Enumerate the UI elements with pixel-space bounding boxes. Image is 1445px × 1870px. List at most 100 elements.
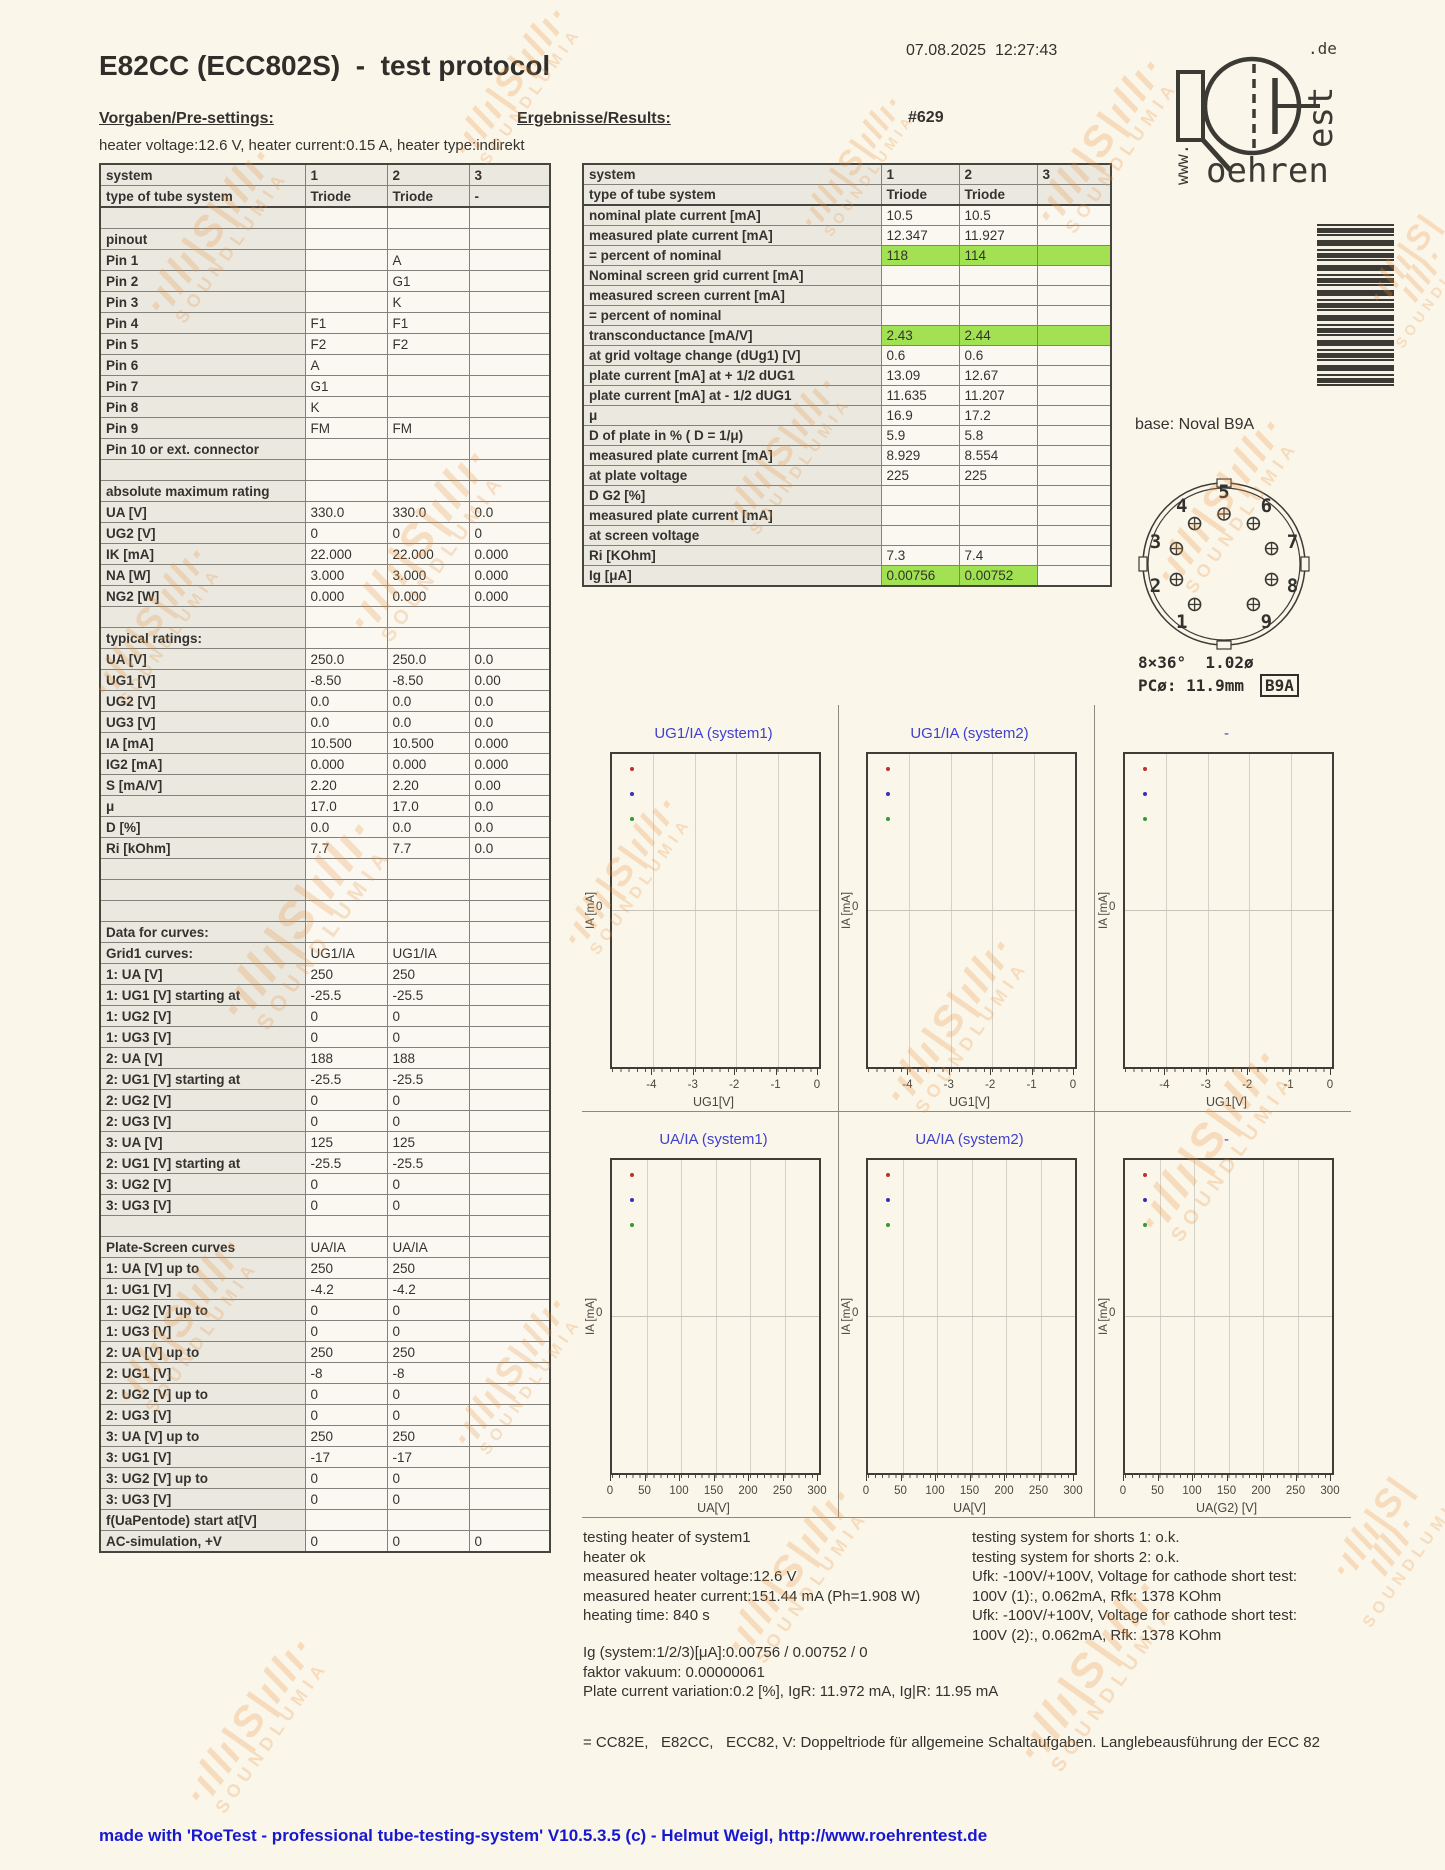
major-tick <box>651 1069 653 1075</box>
table-row: 1: UA [V] 250 250 <box>99 963 551 985</box>
cell-system-2: 0 <box>386 522 470 544</box>
x-tick-label: 0 <box>1326 1079 1334 1091</box>
cell-system-3 <box>468 900 551 922</box>
table-row: D of plate in % ( D = 1/μ) 5.9 5.8 <box>582 425 1112 446</box>
cell-system-1: 17.0 <box>304 795 388 817</box>
cell-system-2: 0 <box>386 1530 470 1553</box>
cell-system-3 <box>468 1404 551 1426</box>
x-tick-label: -3 <box>1200 1079 1211 1091</box>
row-label: μ <box>99 795 306 817</box>
cell-system-1: 0 <box>304 1404 388 1426</box>
major-tick <box>817 1069 818 1075</box>
cell-system-3 <box>468 942 551 964</box>
major-tick <box>948 1069 950 1075</box>
cell-system-2: 0 <box>386 1467 470 1489</box>
row-label: 2: UG1 [V] <box>99 1362 306 1384</box>
cell-system-1 <box>304 1509 388 1531</box>
cell-system-3 <box>1036 225 1112 246</box>
shorts-test-results-block: testing system for shorts 1: o.k. testing… <box>972 1528 1297 1645</box>
major-tick <box>969 1475 971 1481</box>
footer-line: heating time: 840 s <box>583 1607 710 1624</box>
table-row: = percent of nominal 118 114 <box>582 245 1112 266</box>
y-tick-label: 0 <box>1109 1307 1116 1319</box>
cell-system-1: 0 <box>304 1383 388 1405</box>
cell-system-2: -17 <box>386 1446 470 1468</box>
x-axis-label: UA[V] <box>697 1501 730 1515</box>
major-tick <box>1247 1069 1249 1075</box>
cell-system-1 <box>304 900 388 922</box>
plot-area <box>1123 1158 1334 1475</box>
x-tick-label: -3 <box>687 1079 698 1091</box>
pin-number: 8 <box>1287 575 1298 597</box>
row-label <box>99 858 306 880</box>
major-tick <box>900 1475 902 1481</box>
cell-system-2: 0 <box>386 1173 470 1195</box>
table-row: 3: UG2 [V] 0 0 <box>99 1173 551 1195</box>
cell-system-1: UG1/IA <box>304 942 388 964</box>
table-row: pinout <box>99 228 551 250</box>
cell-system-2: 0 <box>386 1383 470 1405</box>
cell-system-1: 0 <box>304 1110 388 1132</box>
cell-system-1: 188 <box>304 1047 388 1069</box>
cell-system-2: FM <box>386 417 470 439</box>
table-row: 1: UG2 [V] 0 0 <box>99 1005 551 1027</box>
curve-marker-dot <box>886 817 890 821</box>
table-row: Grid1 curves: UG1/IA UG1/IA <box>99 942 551 964</box>
cell-system-3 <box>468 627 551 649</box>
table-row: 1: UG3 [V] 0 0 <box>99 1026 551 1048</box>
major-tick <box>1205 1069 1207 1075</box>
cell-system-3 <box>468 228 551 250</box>
cell-system-2 <box>958 485 1038 506</box>
chart-title: UA/IA (system2) <box>915 1131 1024 1148</box>
cell-system-1 <box>880 505 960 526</box>
cell-system-1: 10.5 <box>880 204 960 226</box>
cell-system-1: 0 <box>304 1026 388 1048</box>
zero-gridline <box>612 1316 819 1317</box>
cell-system-1 <box>304 270 388 292</box>
cell-system-3 <box>468 858 551 880</box>
cell-system-3 <box>1036 545 1112 566</box>
cell-system-1: -17 <box>304 1446 388 1468</box>
table-row: Ri [KOhm] 7.3 7.4 <box>582 545 1112 566</box>
cell-system-1: -8.50 <box>304 669 388 691</box>
footer-line: testing system for shorts 1: o.k. <box>972 1529 1180 1546</box>
major-tick <box>1192 1475 1193 1481</box>
table-row: 2: UG3 [V] 0 0 <box>99 1404 551 1426</box>
x-axis-label: UA(G2) [V] <box>1195 1501 1258 1515</box>
table-row <box>99 459 551 481</box>
heater-presettings-line: heater voltage:12.6 V, heater current:0.… <box>99 137 525 154</box>
row-label: Pin 7 <box>99 375 306 397</box>
cell-system-2: 0 <box>386 1320 470 1342</box>
x-tick-label: 50 <box>638 1485 651 1497</box>
cell-system-3 <box>468 417 551 439</box>
x-tick-label: -4 <box>646 1079 657 1091</box>
cell-system-1: 22.000 <box>304 543 388 565</box>
table-row: Pin 10 or ext. connector <box>99 438 551 460</box>
table-row: 3: UA [V] 125 125 <box>99 1131 551 1153</box>
cell-system-2: 0 <box>386 1194 470 1216</box>
cell-system-2: 7.7 <box>386 837 470 859</box>
major-tick <box>692 1069 694 1075</box>
cell-system-2: 5.8 <box>958 425 1038 446</box>
pin-number: 6 <box>1261 495 1272 517</box>
cell-system-3 <box>468 606 551 628</box>
row-label: 2: UG1 [V] starting at <box>99 1152 306 1174</box>
chart-title: UA/IA (system1) <box>659 1131 768 1148</box>
page-title: E82CC (ECC802S) - test protocol <box>99 50 551 81</box>
cell-system-2: 0.6 <box>958 345 1038 366</box>
cell-system-3 <box>468 333 551 355</box>
cell-system-3 <box>468 291 551 313</box>
row-label: Pin 3 <box>99 291 306 313</box>
row-label: Ri [KOhm] <box>582 545 882 566</box>
cell-system-3 <box>468 375 551 397</box>
cell-system-2: 0 <box>386 1089 470 1111</box>
row-label: 1: UG1 [V] <box>99 1278 306 1300</box>
table-row: UG1 [V] -8.50 -8.50 0.00 <box>99 669 551 691</box>
table-row: Nominal screen grid current [mA] <box>582 265 1112 286</box>
x-tick-label: 100 <box>669 1485 689 1497</box>
cell-system-1 <box>304 1215 388 1237</box>
major-tick <box>866 1475 867 1481</box>
row-label: Ri [kOhm] <box>99 837 306 859</box>
major-tick <box>782 1475 784 1481</box>
